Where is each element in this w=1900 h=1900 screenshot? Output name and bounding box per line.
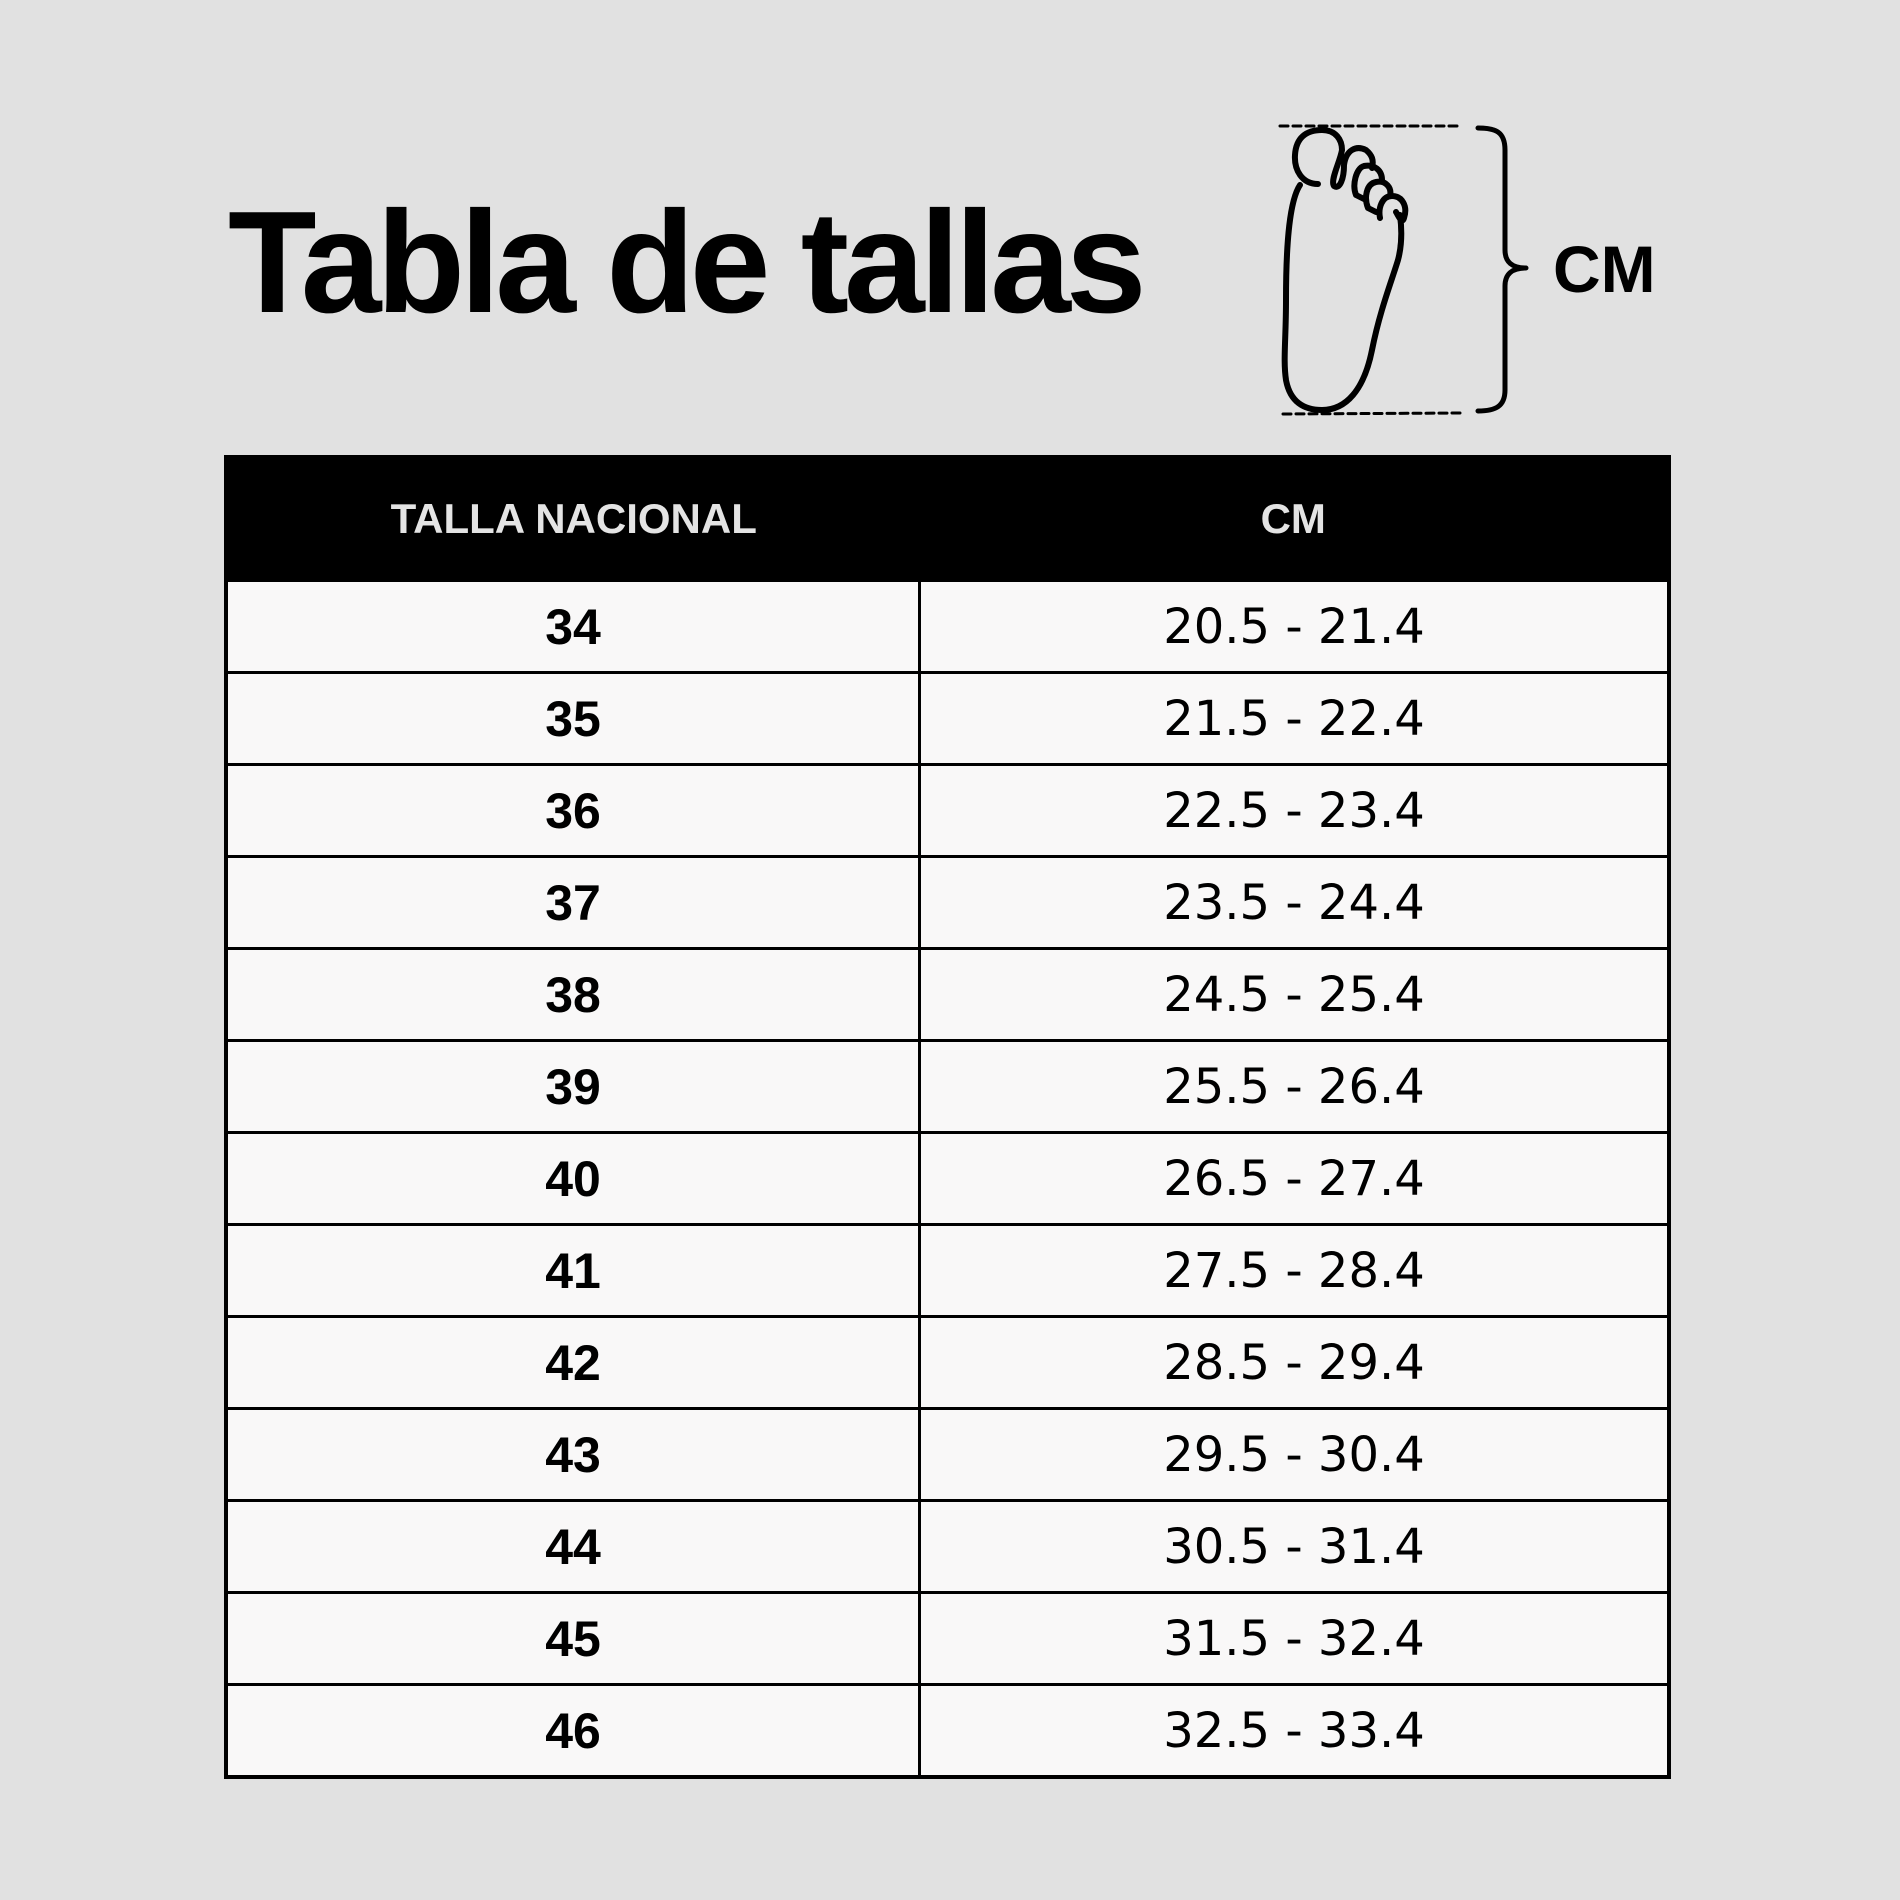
size-cell: 42 [224, 1315, 921, 1410]
table-row: 34 20.5 - 21.4 [224, 579, 1671, 674]
size-cell: 40 [224, 1131, 921, 1226]
cm-range-cell: 22.5 - 23.4 [918, 763, 1671, 858]
cm-range-cell: 32.5 - 33.4 [918, 1683, 1671, 1779]
cm-range-cell: 30.5 - 31.4 [918, 1499, 1671, 1594]
table-row: 43 29.5 - 30.4 [224, 1407, 1671, 1502]
size-cell: 39 [224, 1039, 921, 1134]
bottom-dashed-line [1281, 411, 1462, 416]
size-cell: 37 [224, 855, 921, 950]
cm-range-cell: 29.5 - 30.4 [918, 1407, 1671, 1502]
cm-range-cell: 25.5 - 26.4 [918, 1039, 1671, 1134]
header-talla-nacional: TALLA NACIONAL [226, 457, 920, 581]
size-cell: 34 [224, 579, 921, 674]
table-header-row: TALLA NACIONAL CM [226, 457, 1669, 581]
unit-label: CM [1553, 232, 1656, 306]
table-row: 35 21.5 - 22.4 [224, 671, 1671, 766]
size-cell: 35 [224, 671, 921, 766]
table-row: 46 32.5 - 33.4 [224, 1683, 1671, 1779]
header-cm: CM [919, 457, 1669, 581]
size-cell: 36 [224, 763, 921, 858]
table-row: 39 25.5 - 26.4 [224, 1039, 1671, 1134]
size-cell: 45 [224, 1591, 921, 1686]
cm-range-cell: 23.5 - 24.4 [918, 855, 1671, 950]
table-row: 36 22.5 - 23.4 [224, 763, 1671, 858]
size-cell: 38 [224, 947, 921, 1042]
size-cell: 46 [224, 1683, 921, 1779]
cm-range-cell: 26.5 - 27.4 [918, 1131, 1671, 1226]
cm-range-cell: 28.5 - 29.4 [918, 1315, 1671, 1410]
size-cell: 44 [224, 1499, 921, 1594]
table-row: 42 28.5 - 29.4 [224, 1315, 1671, 1410]
cm-range-cell: 31.5 - 32.4 [918, 1591, 1671, 1686]
size-table: TALLA NACIONAL CM 34 20.5 - 21.4 35 21.5 - … [224, 455, 1671, 1779]
brace-icon [1475, 125, 1529, 414]
table-row: 41 27.5 - 28.4 [224, 1223, 1671, 1318]
cm-range-cell: 24.5 - 25.4 [918, 947, 1671, 1042]
table-row: 45 31.5 - 32.4 [224, 1591, 1671, 1686]
cm-range-cell: 20.5 - 21.4 [918, 579, 1671, 674]
table-row: 37 23.5 - 24.4 [224, 855, 1671, 950]
cm-range-cell: 27.5 - 28.4 [918, 1223, 1671, 1318]
table-row: 40 26.5 - 27.4 [224, 1131, 1671, 1226]
page-title: Tabla de tallas [228, 181, 1147, 343]
cm-range-cell: 21.5 - 22.4 [918, 671, 1671, 766]
table-row: 44 30.5 - 31.4 [224, 1499, 1671, 1594]
size-cell: 43 [224, 1407, 921, 1502]
size-cell: 41 [224, 1223, 921, 1318]
table-row: 38 24.5 - 25.4 [224, 947, 1671, 1042]
foot-outline-icon [1281, 127, 1409, 413]
foot-length-icon [1278, 124, 1529, 416]
